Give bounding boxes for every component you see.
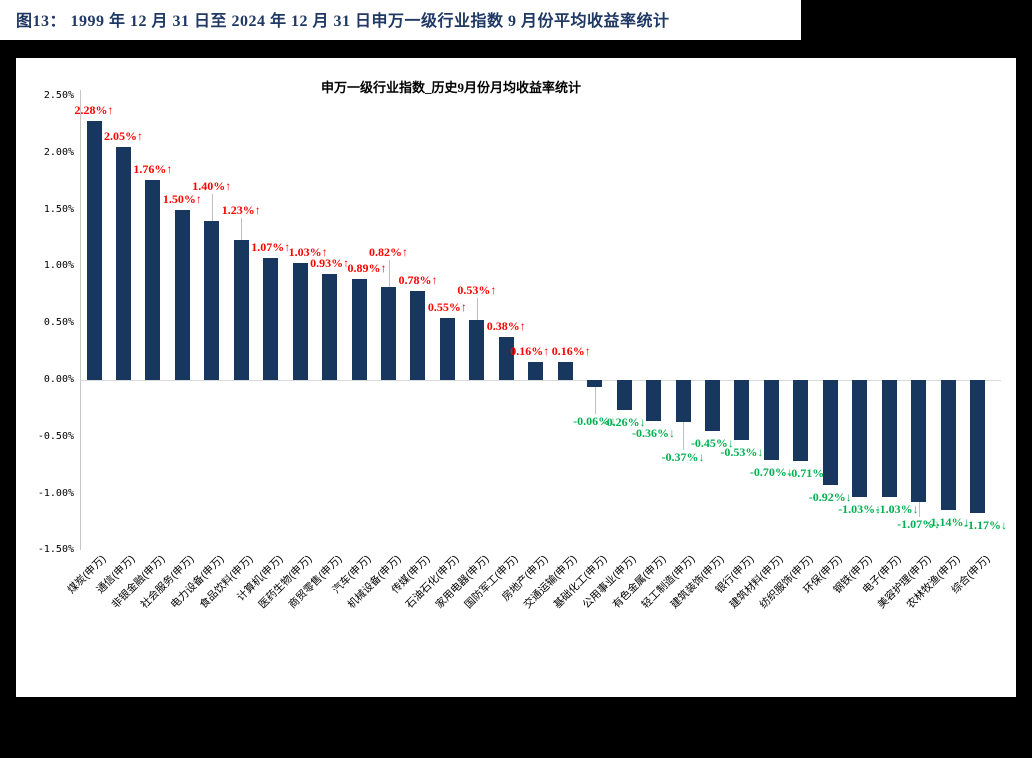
y-tick-label: -1.00% [37, 487, 74, 499]
chart-title: 申万一级行业指数_历史9月份月均收益率统计 [320, 80, 581, 95]
zero-gridline [80, 380, 1001, 381]
bar-value-label: 0.16%↑ [510, 343, 550, 358]
y-tick-label: 0.00% [43, 374, 74, 385]
bar-value-label: 0.93%↑ [310, 256, 350, 271]
bar [292, 262, 308, 380]
figure-caption-bar: 图13： 1999 年 12 月 31 日至 2024 年 12 月 31 日申… [0, 0, 801, 40]
leader-line [476, 297, 478, 320]
bar [970, 380, 985, 513]
bar [616, 380, 632, 410]
bar-value-label: 0.78%↑ [398, 273, 438, 288]
chart-panel: 申万一级行业指数_历史9月份月均收益率统计 2.50% 2.00% 1.50% 1.0… [16, 58, 1016, 697]
bar [793, 380, 809, 461]
bar [881, 380, 897, 497]
bar-value-label: 0.82%↑ [369, 244, 408, 259]
leader-line [211, 193, 213, 221]
bar-value-label: -0.36%↓ [632, 425, 676, 440]
leader-line [241, 218, 243, 241]
bar [204, 220, 220, 380]
leader-line [388, 259, 390, 287]
bar-value-label: -0.45%↓ [690, 436, 734, 451]
bar [763, 380, 779, 460]
bar [86, 120, 102, 380]
bar-value-label: -1.07%↓ [897, 516, 941, 531]
y-tick-label: -0.50% [37, 430, 74, 442]
bar-value-label: 1.40%↑ [192, 178, 232, 193]
bar-value-label: -0.70%↓ [749, 464, 793, 479]
bar-value-label: 0.53%↑ [457, 282, 497, 297]
y-axis-line [80, 90, 81, 550]
bar-value-label: -0.71%↓ [787, 465, 831, 480]
bar [557, 361, 573, 380]
bar-value-label: 1.03%↑ [288, 244, 328, 259]
bar-value-label: 0.16%↑ [551, 343, 591, 358]
bar [704, 380, 720, 432]
bar [115, 147, 131, 380]
plot-area: 2.50% 2.00% 1.50% 1.00% 0.50% 0.00% -0.50% -1.0… [16, 58, 1016, 697]
bar [911, 380, 927, 502]
bar-value-label: 1.50%↑ [162, 191, 202, 206]
bar [322, 274, 338, 380]
figure-caption: 图13： 1999 年 12 月 31 日至 2024 年 12 月 31 日申… [16, 13, 670, 30]
bar [852, 380, 868, 497]
bar [469, 319, 485, 380]
bar [646, 380, 662, 421]
bar [145, 180, 161, 380]
bar [675, 380, 691, 423]
bar-value-label: -0.53%↓ [720, 445, 764, 460]
bar-value-label: -0.92%↓ [808, 489, 852, 504]
leader-line [594, 386, 596, 414]
bar-value-label: 0.55%↑ [427, 299, 467, 314]
bar-value-label: -1.14%↓ [926, 514, 970, 529]
bar [528, 361, 544, 380]
y-tick-label: 1.50% [43, 203, 74, 215]
bar-value-label: -0.06%↓ [573, 413, 617, 428]
bar [351, 278, 367, 380]
bar-value-label: -0.26%↓ [602, 414, 646, 429]
bar [410, 291, 426, 380]
y-tick-label: 2.00% [43, 146, 74, 158]
bar-value-label: -1.17%↓ [964, 517, 1007, 532]
bar [174, 209, 190, 380]
y-tick-label: 0.50% [43, 317, 74, 329]
y-tick-label: 1.00% [43, 260, 74, 272]
bar [263, 258, 279, 380]
bar-value-label: 2.28%↑ [74, 102, 114, 117]
bar-value-label: 1.23%↑ [221, 203, 261, 218]
leader-line [918, 501, 920, 517]
bar [940, 380, 956, 510]
y-tick-label: 2.50% [43, 90, 74, 101]
bar-value-label: 2.05%↑ [103, 129, 143, 144]
bar [822, 380, 838, 485]
bar [233, 240, 249, 380]
bar [587, 380, 603, 387]
bar-value-label: 0.38%↑ [486, 318, 526, 333]
bar [381, 286, 396, 380]
leader-line [683, 422, 684, 451]
y-tick-label: -1.50% [37, 544, 74, 556]
bar-value-label: -1.03%↓ [875, 502, 919, 516]
bar [498, 336, 514, 380]
bar-value-label: 0.89%↑ [347, 260, 387, 275]
bar-value-label: 1.07%↑ [251, 240, 291, 255]
bar-value-label: -0.37%↓ [661, 450, 705, 465]
bar-value-label: -1.03%↓ [838, 502, 882, 516]
bar-value-label: 1.76%↑ [133, 162, 173, 177]
bar [734, 380, 750, 441]
bar [439, 317, 455, 380]
